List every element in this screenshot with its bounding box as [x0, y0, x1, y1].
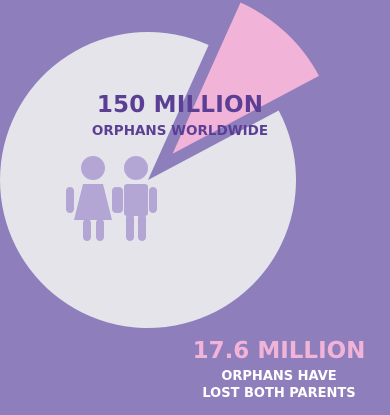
boy-left-arm: [115, 187, 123, 213]
pie-slice-both-parents: [172, 2, 319, 154]
boy-right-arm: [149, 187, 157, 213]
slice-value-label: 17.6 MILLION: [192, 338, 366, 364]
boy-right-leg: [138, 214, 146, 241]
boy-body: [124, 184, 148, 216]
girl-left-arm: [66, 187, 74, 213]
girl-body: [74, 184, 112, 220]
girl-head: [81, 156, 105, 180]
pie-slice-worldwide: [0, 31, 297, 328]
boy-left-leg: [126, 214, 134, 241]
slice-caption-line1: ORPHANS HAVE: [221, 369, 337, 384]
main-value-label: 150 MILLION: [96, 92, 264, 118]
girl-right-leg: [96, 219, 104, 241]
slice-caption-line2: LOST BOTH PARENTS: [202, 386, 356, 401]
main-caption-label: ORPHANS WORLDWIDE: [91, 123, 269, 139]
girl-left-leg: [83, 219, 91, 241]
boy-head: [124, 156, 148, 180]
children-icon: [66, 156, 157, 241]
pie-layer: [0, 2, 319, 328]
